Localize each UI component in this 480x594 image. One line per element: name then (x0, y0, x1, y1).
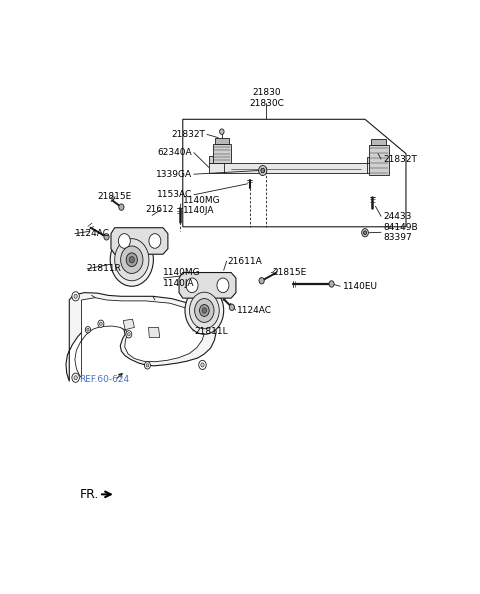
Text: 1140MG
1140JA: 1140MG 1140JA (163, 268, 201, 287)
Circle shape (126, 253, 137, 267)
Text: 21811R: 21811R (86, 264, 121, 273)
Circle shape (363, 231, 367, 235)
Circle shape (202, 308, 206, 313)
Text: 21830
21830C: 21830 21830C (249, 88, 284, 108)
Text: 1140MG
1140JA: 1140MG 1140JA (183, 195, 220, 215)
Circle shape (229, 304, 234, 311)
Circle shape (217, 278, 229, 293)
Polygon shape (75, 298, 205, 378)
Circle shape (186, 278, 198, 293)
Circle shape (87, 328, 89, 331)
Circle shape (85, 327, 91, 333)
Circle shape (329, 281, 334, 287)
Polygon shape (121, 246, 151, 254)
Text: 84149B
83397: 84149B 83397 (384, 223, 418, 242)
Circle shape (129, 257, 134, 263)
Circle shape (104, 233, 109, 240)
Polygon shape (215, 138, 228, 144)
Polygon shape (209, 163, 380, 173)
Polygon shape (183, 119, 406, 227)
Polygon shape (367, 157, 380, 163)
Circle shape (126, 331, 132, 338)
Polygon shape (195, 298, 214, 299)
Circle shape (201, 363, 204, 367)
Polygon shape (372, 140, 386, 146)
Circle shape (259, 166, 267, 176)
Text: 21832T: 21832T (384, 154, 418, 163)
Circle shape (203, 302, 211, 311)
Circle shape (98, 320, 104, 327)
Text: 21612: 21612 (145, 206, 174, 214)
Polygon shape (111, 228, 168, 254)
Circle shape (74, 375, 77, 380)
Circle shape (205, 305, 209, 309)
Text: 1153AC: 1153AC (157, 190, 192, 199)
Polygon shape (179, 273, 236, 298)
Circle shape (219, 129, 224, 134)
Text: 1124AC: 1124AC (237, 305, 272, 315)
Polygon shape (213, 144, 231, 163)
Circle shape (261, 168, 264, 173)
Polygon shape (369, 146, 389, 175)
Circle shape (72, 292, 79, 301)
Circle shape (144, 362, 150, 369)
Circle shape (199, 361, 206, 369)
Text: 21832T: 21832T (171, 130, 205, 139)
Circle shape (99, 322, 102, 326)
Circle shape (362, 229, 368, 237)
Circle shape (128, 333, 130, 336)
Polygon shape (66, 293, 216, 381)
Circle shape (120, 246, 143, 273)
Circle shape (115, 239, 149, 281)
Text: 62340A: 62340A (157, 148, 192, 157)
Text: 24433: 24433 (384, 212, 412, 221)
Polygon shape (123, 319, 134, 330)
Text: 21611A: 21611A (228, 257, 262, 266)
Text: 21815E: 21815E (272, 268, 306, 277)
Circle shape (195, 299, 214, 323)
Circle shape (74, 294, 77, 298)
Circle shape (190, 292, 219, 329)
Polygon shape (209, 156, 224, 163)
Text: 1124AC: 1124AC (75, 229, 110, 238)
Text: 1140EU: 1140EU (343, 282, 378, 290)
Circle shape (149, 233, 161, 248)
Text: FR.: FR. (79, 488, 99, 501)
Polygon shape (148, 327, 160, 337)
Circle shape (119, 233, 130, 248)
Circle shape (119, 204, 124, 210)
Circle shape (259, 277, 264, 284)
Text: 21815E: 21815E (97, 192, 132, 201)
Text: 21811L: 21811L (194, 327, 228, 336)
Circle shape (72, 373, 79, 383)
Circle shape (146, 364, 149, 367)
Text: REF.60-624: REF.60-624 (79, 375, 130, 384)
Circle shape (200, 305, 209, 317)
Circle shape (110, 233, 154, 286)
Circle shape (185, 287, 224, 334)
Text: 1339GA: 1339GA (156, 170, 192, 179)
